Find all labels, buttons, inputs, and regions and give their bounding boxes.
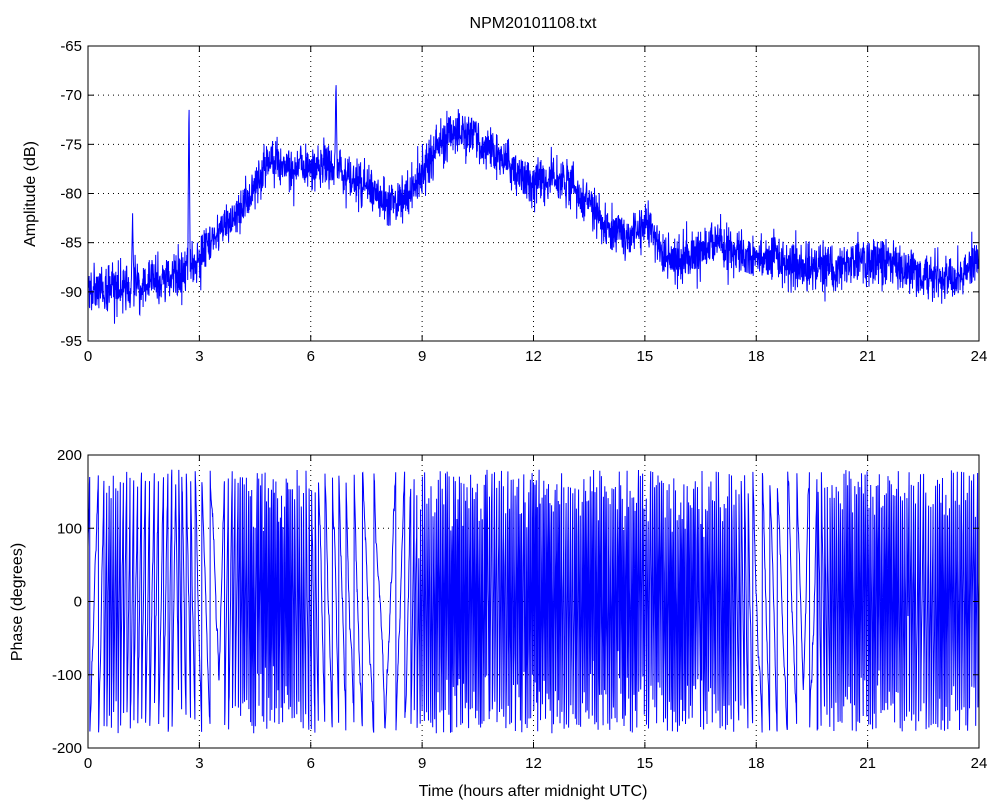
x-tick-label: 18 — [748, 755, 765, 772]
x-tick-label: 3 — [195, 755, 203, 772]
phase-panel: 0 3 6 9 12 15 18 21 24 -200 -100 0 100 200 Phase (deg… — [9, 447, 987, 800]
y-tick-label: -65 — [60, 38, 82, 55]
x-tick-label: 15 — [637, 755, 654, 772]
y-tick-label: -80 — [60, 186, 82, 203]
y-tick-label: 100 — [57, 520, 82, 537]
x-tick-label: 3 — [195, 348, 203, 365]
series-line — [87, 85, 980, 324]
y-tick-label: -200 — [52, 740, 82, 757]
x-tick-label: 21 — [859, 348, 876, 365]
y-tick-label: -70 — [60, 87, 82, 104]
x-tick-label: 24 — [971, 348, 988, 365]
y-tick-label: -75 — [60, 136, 82, 153]
x-tick-label: 24 — [971, 755, 988, 772]
x-tick-label: 15 — [637, 348, 654, 365]
phase-series — [87, 469, 980, 734]
x-tick-label: 6 — [307, 755, 315, 772]
y-tick-label: 0 — [74, 594, 82, 611]
x-tick-label: 0 — [84, 755, 92, 772]
y-tick-label: 200 — [57, 447, 82, 464]
y-tick-label: -85 — [60, 235, 82, 252]
chart-title: NPM20101108.txt — [470, 15, 597, 32]
x-tick-label: 12 — [525, 755, 542, 772]
x-tick-label: 6 — [307, 348, 315, 365]
y-tick-label: -100 — [52, 667, 82, 684]
x-tick-label: 0 — [84, 348, 92, 365]
x-tick-label: 21 — [859, 755, 876, 772]
amplitude-panel: NPM20101108.txt 0 3 6 9 12 15 18 21 24 -95 -90 -85 -… — [22, 15, 987, 365]
x-tick-label: 9 — [418, 755, 426, 772]
x-tick-label: 9 — [418, 348, 426, 365]
amplitude-series — [87, 85, 980, 324]
y-tick-label: -95 — [60, 333, 82, 350]
x-axis-label-time: Time (hours after midnight UTC) — [419, 783, 648, 800]
y-tick-label: -90 — [60, 284, 82, 301]
y-axis-label-amplitude: Amplitude (dB) — [22, 141, 39, 247]
x-tick-label: 18 — [748, 348, 765, 365]
y-axis-label-phase: Phase (degrees) — [9, 543, 26, 661]
series-line — [87, 469, 980, 734]
x-tick-label: 12 — [525, 348, 542, 365]
